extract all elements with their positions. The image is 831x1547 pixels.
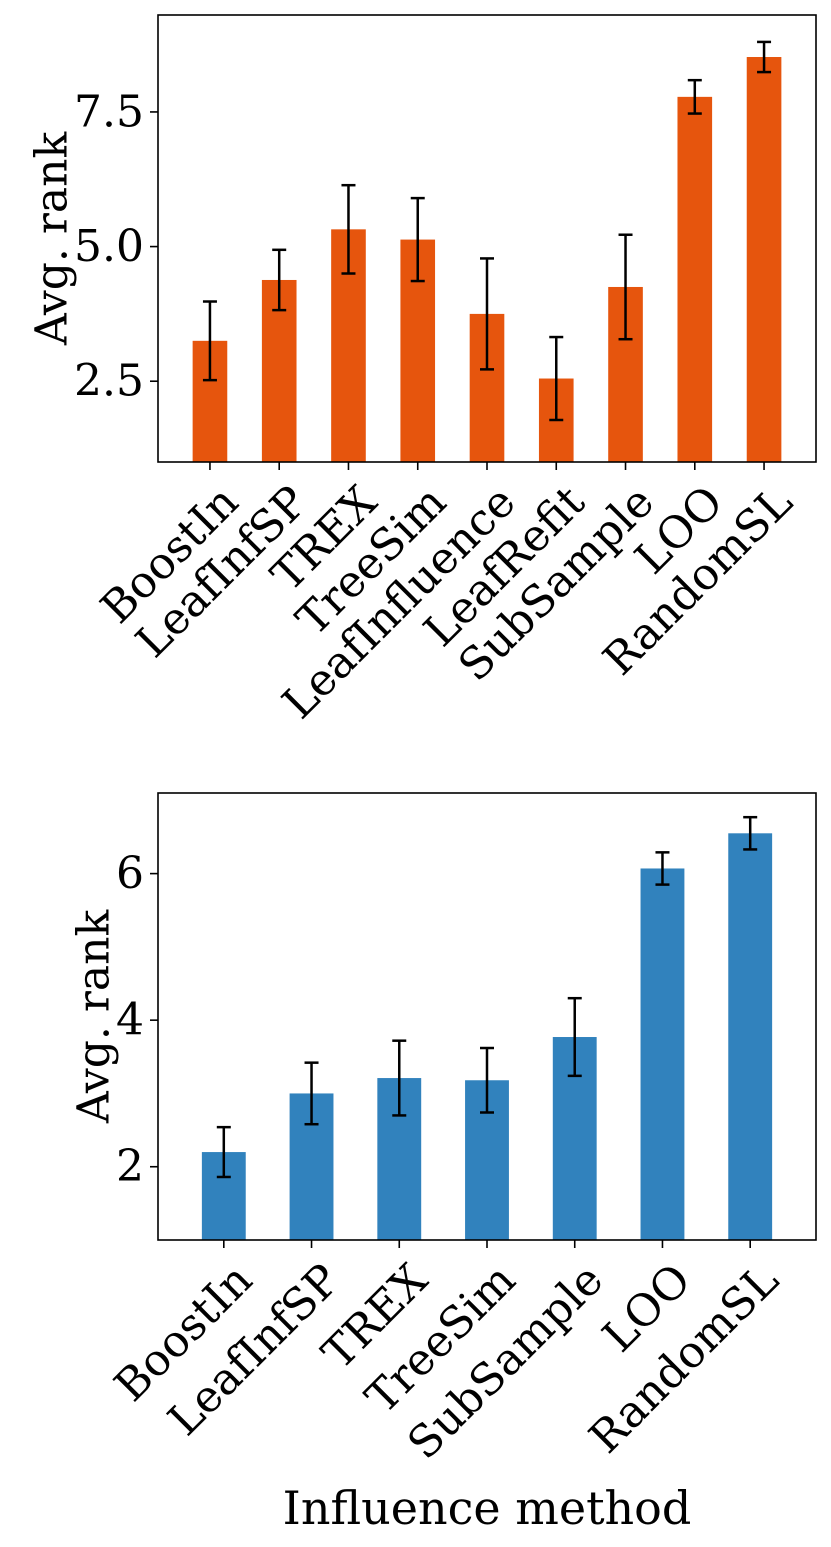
error-bar-loo (687, 78, 702, 115)
y-tick-label: 2 (116, 1141, 144, 1192)
error-bar-treesim (410, 196, 425, 283)
error-bar-randomsl (757, 40, 772, 74)
error-bar-trex (341, 183, 356, 275)
y-tick-label: 2.5 (74, 356, 144, 407)
error-bar-leafinfsp (272, 248, 287, 312)
y-axis-label: Avg. rank (27, 132, 78, 347)
y-tick-label: 7.5 (74, 86, 144, 137)
error-bar-boostin (202, 300, 217, 382)
y-axis-label: Avg. rank (69, 910, 120, 1125)
error-bar-randomsl (743, 815, 758, 851)
bar-loo (677, 96, 713, 463)
bar-loo (640, 868, 685, 1240)
x-axis-label: Influence method (283, 1481, 692, 1535)
error-bar-leafrefit (549, 335, 564, 422)
error-bar-subsample (618, 233, 633, 341)
error-bar-leafinfluence (480, 257, 494, 371)
bar-randomsl (728, 833, 773, 1240)
error-bar-treesim (480, 1046, 494, 1114)
error-bar-boostin (216, 1125, 231, 1179)
y-tick-label: 4 (116, 995, 144, 1046)
error-bar-trex (392, 1039, 407, 1117)
y-tick-label: 6 (116, 848, 144, 899)
error-bar-loo (655, 851, 670, 886)
chart-top: 2.55.07.5BoostInLeafInfSPTREXTreeSimLeaf… (27, 14, 817, 729)
bar-randomsl (746, 57, 782, 462)
y-tick-label: 5.0 (74, 221, 144, 272)
error-bar-leafinfsp (304, 1061, 319, 1126)
chart-bottom: 246BoostInLeafInfSPTREXTreeSimSubSampleL… (69, 792, 817, 1535)
error-bar-subsample (567, 996, 582, 1078)
